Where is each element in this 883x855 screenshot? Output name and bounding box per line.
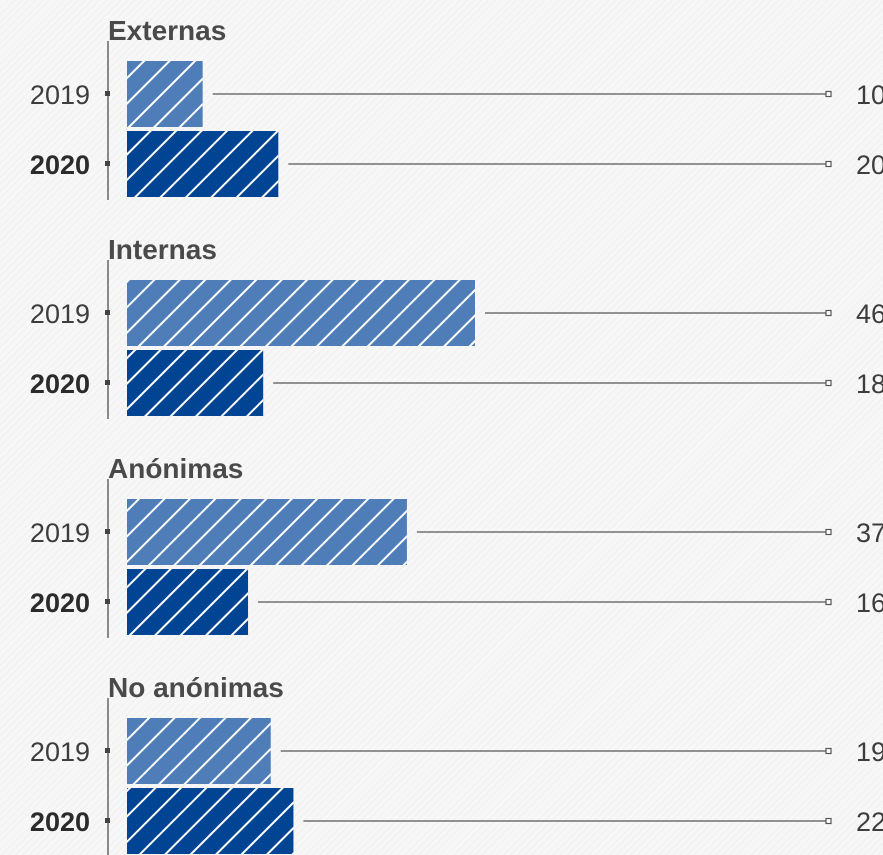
axis-tick bbox=[105, 818, 110, 823]
data-label: 10 bbox=[856, 80, 883, 110]
leader-end-marker bbox=[825, 528, 832, 536]
leader-end-marker bbox=[825, 160, 832, 168]
data-label: 20 bbox=[856, 150, 883, 180]
group-title: Externas bbox=[108, 15, 226, 46]
year-label: 2020 bbox=[30, 369, 90, 399]
data-label: 16 bbox=[856, 588, 883, 618]
leader-end-marker bbox=[825, 379, 832, 387]
bar-group: Internas 2019 46 2020 18 bbox=[30, 234, 883, 419]
leader-end-marker bbox=[825, 598, 832, 606]
year-label: 2020 bbox=[30, 150, 90, 180]
axis-tick bbox=[105, 529, 110, 534]
group-title: Internas bbox=[108, 234, 217, 265]
bar-hatch bbox=[127, 718, 271, 784]
bar-hatch bbox=[127, 569, 249, 635]
data-label: 37 bbox=[856, 518, 883, 548]
leader-end-marker bbox=[825, 747, 832, 755]
bar-hatch bbox=[127, 499, 407, 565]
axis-tick bbox=[105, 310, 110, 315]
year-label: 2020 bbox=[30, 588, 90, 618]
bar-hatch bbox=[127, 788, 294, 854]
data-label: 22 bbox=[856, 807, 883, 837]
leader-end-marker bbox=[825, 817, 832, 825]
year-label: 2019 bbox=[30, 737, 90, 767]
bar-hatch bbox=[127, 280, 475, 346]
year-label: 2020 bbox=[30, 807, 90, 837]
axis-tick bbox=[105, 161, 110, 166]
axis-tick bbox=[105, 748, 110, 753]
data-label: 46 bbox=[856, 299, 883, 329]
year-label: 2019 bbox=[30, 80, 90, 110]
year-label: 2019 bbox=[30, 299, 90, 329]
bar-hatch bbox=[127, 131, 279, 197]
group-title: No anónimas bbox=[108, 672, 284, 703]
axis-tick bbox=[105, 599, 110, 604]
axis-tick bbox=[105, 91, 110, 96]
bar-group: Anónimas 2019 37 2020 16 bbox=[30, 453, 883, 638]
axis-tick bbox=[105, 380, 110, 385]
data-label: 18 bbox=[856, 369, 883, 399]
year-label: 2019 bbox=[30, 518, 90, 548]
bar-group: No anónimas 2019 19 2020 22 bbox=[30, 672, 883, 855]
leader-end-marker bbox=[825, 309, 832, 317]
bar-hatch bbox=[127, 350, 264, 416]
bar-hatch bbox=[127, 61, 203, 127]
leader-end-marker bbox=[825, 90, 832, 98]
group-title: Anónimas bbox=[108, 453, 243, 484]
data-label: 19 bbox=[856, 737, 883, 767]
